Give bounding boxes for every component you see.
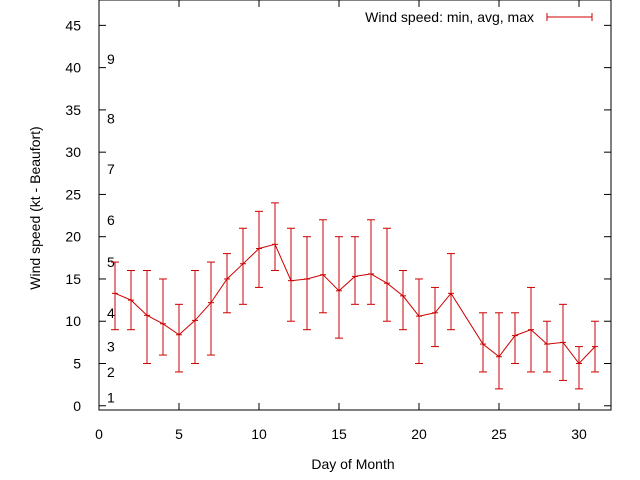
y-tick-label-40: 40 <box>65 60 81 76</box>
plot-frame <box>98 0 612 411</box>
y-tick-label-0: 0 <box>73 398 81 414</box>
series-line-0 <box>114 243 596 365</box>
beaufort-label-6: 6 <box>107 212 115 228</box>
x-tick-label-5: 5 <box>175 426 183 442</box>
beaufort-label-1: 1 <box>107 389 115 405</box>
axis-ticks: 0 5 10 15 20 25 30 0 5 10 15 20 25 30 35 40 45 <box>65 0 611 442</box>
y-tick-label-15: 15 <box>65 271 81 287</box>
y-tick-label-30: 30 <box>65 144 81 160</box>
y-tick-label-5: 5 <box>73 356 81 372</box>
series-line-group <box>114 243 596 365</box>
y-tick-label-25: 25 <box>65 186 81 202</box>
x-axis-title: Day of Month <box>311 456 394 472</box>
beaufort-label-8: 8 <box>107 110 115 126</box>
beaufort-label-9: 9 <box>107 51 115 67</box>
legend-entry-label: Wind speed: min, avg, max <box>365 9 534 25</box>
x-tick-label-20: 20 <box>411 426 427 442</box>
beaufort-label-3: 3 <box>107 339 115 355</box>
x-tick-label-25: 25 <box>491 426 507 442</box>
y-tick-label-35: 35 <box>65 102 81 118</box>
x-tick-label-0: 0 <box>95 426 103 442</box>
beaufort-label-4: 4 <box>107 305 115 321</box>
y-tick-label-20: 20 <box>65 229 81 245</box>
beaufort-label-2: 2 <box>107 364 115 380</box>
x-tick-label-10: 10 <box>251 426 267 442</box>
y-tick-label-45: 45 <box>65 17 81 33</box>
legend: Wind speed: min, avg, max <box>365 9 593 25</box>
y-axis-title: Wind speed (kt - Beaufort) <box>27 126 43 289</box>
beaufort-label-7: 7 <box>107 161 115 177</box>
x-tick-label-30: 30 <box>571 426 587 442</box>
y-tick-label-10: 10 <box>65 313 81 329</box>
x-tick-label-15: 15 <box>331 426 347 442</box>
error-bars <box>111 202 599 390</box>
